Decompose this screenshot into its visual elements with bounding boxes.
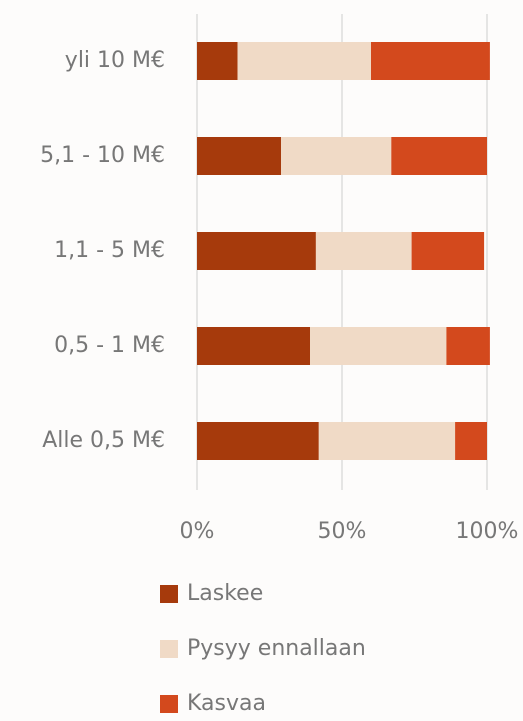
- legend-swatch: [160, 695, 178, 713]
- bar-segment: [197, 232, 316, 270]
- y-tick-label: 5,1 - 10 M€: [40, 143, 165, 168]
- bar-segment: [281, 137, 392, 175]
- bar-segment: [446, 327, 490, 365]
- bar-segment: [371, 42, 490, 80]
- bar-segment: [315, 232, 412, 270]
- bar-segment: [197, 327, 311, 365]
- bar-segment: [411, 232, 485, 270]
- x-tick-label: 0%: [180, 519, 215, 544]
- legend-label: Pysyy ennallaan: [187, 636, 366, 661]
- bar-segment: [197, 137, 282, 175]
- bar-segment: [310, 327, 447, 365]
- x-tick-label: 50%: [318, 519, 367, 544]
- bar-segment: [197, 42, 238, 80]
- legend-label: Laskee: [187, 581, 263, 606]
- bar-segment: [318, 422, 456, 460]
- y-tick-label: Alle 0,5 M€: [42, 428, 165, 453]
- y-tick-label: 0,5 - 1 M€: [54, 333, 165, 358]
- x-tick-label: 100%: [456, 519, 519, 544]
- bar-segment: [237, 42, 371, 80]
- legend-swatch: [160, 640, 178, 658]
- legend-swatch: [160, 585, 178, 603]
- bar-segment: [197, 422, 319, 460]
- y-tick-label: 1,1 - 5 M€: [54, 238, 165, 263]
- y-tick-label: yli 10 M€: [65, 48, 165, 73]
- bar-segment: [391, 137, 487, 175]
- bar-segment: [455, 422, 487, 460]
- legend-label: Kasvaa: [187, 691, 266, 716]
